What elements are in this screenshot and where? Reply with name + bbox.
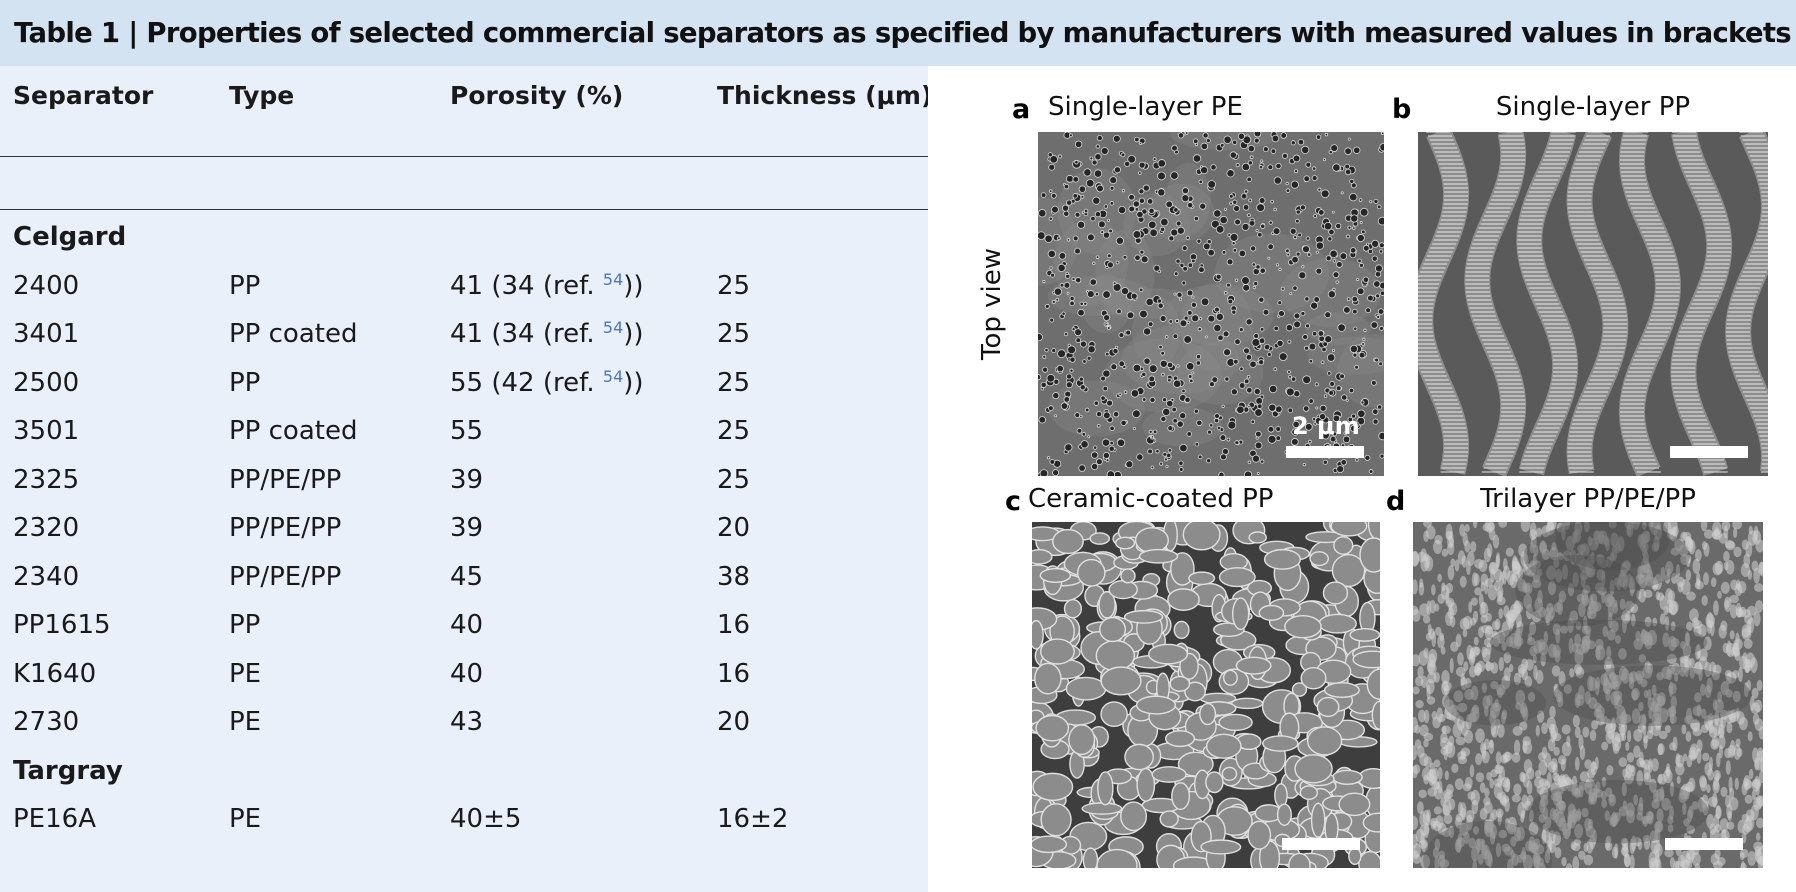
porosity-value: 55 [450,416,484,446]
porosity-close: )) [623,319,644,349]
cell-type: PP/PE/PP [229,561,342,592]
reference-link[interactable]: 54 [602,269,624,289]
cell-type: PP/PE/PP [229,513,342,543]
porosity-value: 41 (34 (ref. [450,319,595,349]
porosity-value: 40 [450,610,484,640]
cell-separator: PE16A [13,804,96,834]
scale-bar-a [1286,446,1364,458]
cell-type: PP [229,270,261,301]
cell-porosity: 41 (34 (ref. 54)) [450,271,644,301]
cell-thickness: 16±2 [717,804,789,834]
cell-porosity: 55 [450,416,483,446]
cell-separator: 2400 [13,270,80,301]
header-porosity: Porosity (%) [450,81,624,110]
cell-thickness: 20 [717,513,751,543]
cell-thickness: 16 [717,610,751,640]
panel-letter-c: c [1005,486,1022,517]
cell-type: PE [229,658,262,689]
cell-separator: 2320 [13,513,80,543]
sem-image-c [1032,522,1380,868]
cell-thickness: 25 [717,367,751,398]
porosity-close: )) [623,367,644,398]
cell-type: PE [229,707,262,737]
cell-type: PE [229,804,262,834]
porosity-value: 39 [450,464,484,495]
cell-separator: 3501 [13,416,80,446]
panel-title-b: Single-layer PP [1495,92,1691,122]
cell-separator: 3401 [13,319,80,349]
cell-thickness: 25 [717,464,751,495]
cell-porosity: 40 [450,610,483,640]
cell-porosity: 55 (42 (ref. 54)) [450,368,644,398]
porosity-value: 39 [450,513,484,543]
scale-bar-d [1665,838,1743,850]
cell-separator: PP1615 [13,610,111,640]
cell-thickness: 25 [717,416,751,446]
porosity-value: 43 [450,707,484,737]
cell-porosity: 40 [450,659,483,689]
cell-porosity: 39 [450,465,483,495]
panel-letter-a: a [1012,94,1031,125]
header-rule [0,156,928,157]
cell-type: PP [229,367,261,398]
sem-figure: Top view a Single-layer PE 2 μm b Single-lay… [928,66,1796,892]
sem-image-b [1418,132,1768,476]
reference-link[interactable]: 54 [602,318,624,337]
scale-bar-c [1282,838,1360,850]
cell-porosity: 41 (34 (ref. 54)) [450,319,644,349]
reference-link[interactable]: 54 [602,366,624,386]
cell-separator: 2730 [13,707,80,737]
porosity-value: 55 (42 (ref. [450,367,595,398]
cell-separator: 2500 [13,367,80,398]
scale-bar-b [1670,446,1748,458]
separator-table: Separator Type Porosity (%) Thickness (μ… [0,66,932,892]
cell-type: PP coated [229,319,358,349]
header-thickness: Thickness (μm) [717,81,933,110]
cell-separator: K1640 [13,658,97,689]
panel-title-c: Ceramic-coated PP [1028,484,1274,514]
cell-thickness: 25 [717,270,751,301]
cell-thickness: 38 [717,561,751,592]
porosity-value: 40±5 [450,804,522,834]
panel-letter-b: b [1392,94,1412,125]
header-separator: Separator [13,81,154,110]
cell-porosity: 40±5 [450,804,521,834]
porosity-value: 40 [450,658,484,689]
cell-porosity: 43 [450,707,483,737]
header-type: Type [229,81,295,110]
cell-separator: 2325 [13,464,80,495]
sem-image-a [1038,132,1384,476]
panel-letter-d: d [1386,486,1406,517]
cell-type: PP [229,610,261,640]
cell-separator: 2340 [13,561,80,592]
body-rule [0,209,928,210]
cell-porosity: 39 [450,513,483,543]
table-title-bar: Table 1 | Properties of selected commerc… [0,0,1796,66]
panel-title-a: Single-layer PE [1048,92,1243,122]
cell-type: PP coated [229,416,358,446]
porosity-value: 41 (34 (ref. [450,270,595,301]
panel-title-d: Trilayer PP/PE/PP [1480,484,1696,514]
group-label-celgard: Celgard [13,222,127,252]
table-title: Table 1 | Properties of selected commerc… [14,17,1792,49]
cell-type: PP/PE/PP [229,464,342,495]
cell-porosity: 45 [450,562,483,592]
porosity-close: )) [623,270,644,301]
sem-image-d [1413,522,1763,868]
scale-bar-label: 2 μm [1292,412,1360,440]
cell-thickness: 16 [717,658,751,689]
porosity-value: 45 [450,561,484,592]
row-label-top-view: Top view [977,247,1008,361]
cell-thickness: 20 [717,707,751,737]
group-label-targray: Targray [13,755,123,786]
cell-thickness: 25 [717,319,751,349]
